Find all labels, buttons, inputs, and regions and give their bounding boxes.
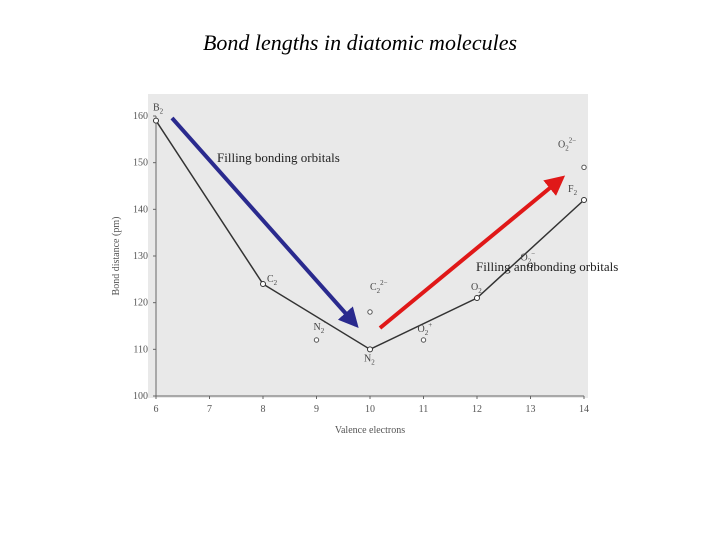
ion-group: N2−C22−O2+O2−O22− (313, 136, 587, 343)
molecule-subscript: 2 (371, 358, 375, 366)
bonding-arrow (170, 116, 359, 328)
antibonding-note: Filling antibonding orbitals (476, 259, 618, 274)
molecule-charge: 2− (569, 136, 577, 144)
molecule-charge: − (531, 249, 535, 257)
molecule-charge: − (324, 319, 328, 327)
y-tick-label: 150 (133, 158, 148, 169)
x-tick-label: 12 (472, 404, 482, 415)
molecule-subscript: 2 (574, 189, 578, 197)
molecule-subscript: 2 (528, 257, 532, 265)
x-tick-group: 6 7 8 9 10 11 12 13 14 (154, 396, 589, 415)
y-tick-label: 110 (133, 344, 148, 355)
molecule-charge: 2− (380, 279, 388, 287)
y-tick-label: 130 (133, 251, 148, 262)
x-tick-label: 7 (207, 404, 212, 415)
data-point (260, 281, 266, 287)
slide-title: Bond lengths in diatomic molecules (202, 30, 518, 55)
point-label: B2 (153, 103, 164, 116)
antibonding-arrow (378, 175, 566, 330)
molecule-subscript: 2 (377, 287, 381, 295)
point-label: N2 (364, 353, 375, 366)
point-group: B2 C2 N2 O2 F2 (153, 103, 587, 366)
molecule-subscript: 2 (321, 327, 325, 335)
molecule-subscript: 2 (478, 287, 482, 295)
point-label: O2 (471, 282, 482, 295)
ion-point (313, 337, 320, 343)
x-tick-label: 8 (261, 404, 266, 415)
x-tick-label: 14 (579, 404, 589, 415)
y-axis-title: Bond distance (pm) (111, 217, 122, 296)
y-tick-label: 140 (133, 204, 148, 215)
x-axis-title: Valence electrons (335, 425, 405, 436)
x-tick-label: 6 (154, 404, 159, 415)
ion-point (367, 309, 373, 315)
molecule-subscript: 2 (565, 144, 569, 152)
molecule-subscript: 2 (160, 108, 164, 116)
bonding-note: Filling bonding orbitals (217, 150, 340, 165)
point-label: F2 (568, 184, 578, 197)
x-tick-label: 11 (419, 404, 429, 415)
data-point (474, 295, 480, 301)
ion-point (420, 337, 427, 343)
molecule-charge: + (428, 321, 432, 329)
data-point (153, 117, 159, 124)
point-label: C2 (267, 274, 278, 287)
ion-point (581, 164, 587, 171)
data-point (367, 346, 373, 353)
x-tick-label: 10 (365, 404, 375, 415)
y-tick-label: 100 (133, 391, 148, 402)
molecule-subscript: 2 (425, 329, 429, 337)
data-point (581, 197, 587, 203)
molecule-subscript: 2 (274, 279, 278, 287)
y-tick-label: 120 (133, 298, 148, 309)
y-tick-group: 100 110 120 130 140 150 160 (133, 111, 156, 402)
x-tick-label: 9 (314, 404, 319, 415)
y-tick-label: 160 (133, 111, 148, 122)
ion-point (527, 262, 534, 269)
x-tick-label: 13 (526, 404, 536, 415)
